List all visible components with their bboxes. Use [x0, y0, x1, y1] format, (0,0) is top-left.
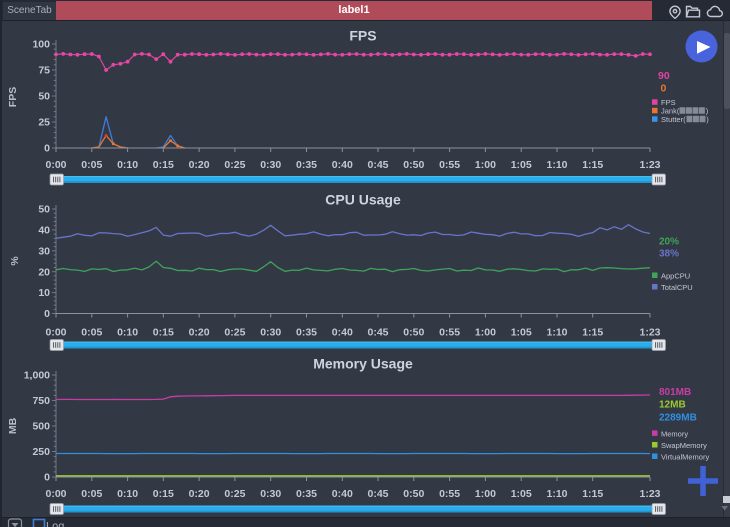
svg-text:0:00: 0:00 — [45, 327, 66, 339]
svg-text:CPU Usage: CPU Usage — [325, 192, 401, 208]
svg-text:90: 90 — [658, 70, 670, 82]
svg-text:12MB: 12MB — [659, 400, 686, 411]
svg-text:0:40: 0:40 — [332, 488, 353, 500]
svg-text:0:15: 0:15 — [153, 488, 174, 500]
svg-text:0:00: 0:00 — [45, 488, 66, 500]
svg-text:0:35: 0:35 — [296, 488, 317, 500]
svg-text:1:00: 1:00 — [475, 327, 496, 339]
svg-text:1:23: 1:23 — [639, 327, 660, 339]
svg-text:Memory: Memory — [661, 430, 688, 439]
svg-text:): ) — [706, 107, 709, 116]
svg-text:38%: 38% — [659, 249, 679, 260]
svg-text:50: 50 — [38, 204, 50, 216]
svg-text:1,000: 1,000 — [24, 370, 50, 382]
svg-text:1:00: 1:00 — [475, 488, 496, 500]
svg-text:0:05: 0:05 — [81, 488, 102, 500]
svg-text:): ) — [706, 115, 709, 124]
svg-text:TotalCPU: TotalCPU — [661, 283, 693, 292]
svg-text:50: 50 — [38, 91, 50, 103]
svg-text:FPS: FPS — [349, 28, 376, 44]
svg-text:40: 40 — [38, 225, 50, 237]
svg-text:0:45: 0:45 — [367, 327, 388, 339]
svg-text:0:30: 0:30 — [260, 327, 281, 339]
svg-text:0:55: 0:55 — [439, 488, 460, 500]
svg-text:0:30: 0:30 — [260, 159, 281, 171]
svg-text:Stutter(: Stutter( — [661, 115, 686, 124]
svg-text:0: 0 — [44, 472, 50, 484]
svg-text:1:23: 1:23 — [639, 488, 660, 500]
svg-text:0:15: 0:15 — [153, 327, 174, 339]
svg-text:0:00: 0:00 — [45, 159, 66, 171]
svg-text:%: % — [9, 256, 21, 266]
svg-text:0:20: 0:20 — [189, 159, 210, 171]
svg-text:Log: Log — [46, 521, 64, 527]
svg-text:750: 750 — [32, 395, 50, 407]
svg-text:0:25: 0:25 — [224, 488, 245, 500]
svg-text:25: 25 — [38, 117, 50, 129]
svg-text:Memory Usage: Memory Usage — [313, 356, 413, 372]
svg-text:250: 250 — [32, 446, 50, 458]
svg-text:0:15: 0:15 — [153, 159, 174, 171]
svg-text:1:10: 1:10 — [546, 159, 567, 171]
svg-text:0:10: 0:10 — [117, 327, 138, 339]
svg-text:0:50: 0:50 — [403, 327, 424, 339]
svg-text:FPS: FPS — [7, 87, 19, 107]
svg-text:0:20: 0:20 — [189, 327, 210, 339]
svg-text:AppCPU: AppCPU — [661, 272, 690, 281]
svg-text:30: 30 — [38, 245, 50, 257]
svg-text:1:15: 1:15 — [582, 327, 603, 339]
svg-text:0:25: 0:25 — [224, 159, 245, 171]
svg-text:0:40: 0:40 — [332, 159, 353, 171]
svg-text:0:35: 0:35 — [296, 327, 317, 339]
svg-text:0:55: 0:55 — [439, 159, 460, 171]
svg-text:500: 500 — [32, 421, 50, 433]
svg-text:Jank(: Jank( — [661, 107, 680, 116]
svg-text:MB: MB — [7, 417, 19, 434]
svg-text:1:05: 1:05 — [511, 327, 532, 339]
svg-text:0:50: 0:50 — [403, 159, 424, 171]
svg-text:20: 20 — [38, 266, 50, 278]
svg-text:1:10: 1:10 — [546, 488, 567, 500]
svg-text:100: 100 — [32, 39, 50, 51]
svg-text:0: 0 — [44, 143, 50, 155]
svg-text:VirtualMemory: VirtualMemory — [661, 453, 709, 462]
svg-text:75: 75 — [38, 65, 50, 77]
svg-text:1:15: 1:15 — [582, 488, 603, 500]
svg-text:1:15: 1:15 — [582, 159, 603, 171]
svg-text:801MB: 801MB — [659, 387, 691, 398]
svg-text:SwapMemory: SwapMemory — [661, 441, 707, 450]
svg-text:0:45: 0:45 — [367, 488, 388, 500]
svg-text:FPS: FPS — [661, 98, 676, 107]
svg-text:1:23: 1:23 — [639, 159, 660, 171]
svg-text:1:05: 1:05 — [511, 159, 532, 171]
svg-text:0:20: 0:20 — [189, 488, 210, 500]
svg-text:0:10: 0:10 — [117, 488, 138, 500]
svg-text:0: 0 — [44, 308, 50, 320]
svg-text:10: 10 — [38, 287, 50, 299]
svg-text:0:05: 0:05 — [81, 159, 102, 171]
svg-text:0:45: 0:45 — [367, 159, 388, 171]
svg-text:0:35: 0:35 — [296, 159, 317, 171]
svg-text:0:50: 0:50 — [403, 488, 424, 500]
svg-text:0:10: 0:10 — [117, 159, 138, 171]
svg-text:0:05: 0:05 — [81, 327, 102, 339]
svg-text:0:30: 0:30 — [260, 488, 281, 500]
svg-text:20%: 20% — [659, 237, 679, 248]
svg-text:0:55: 0:55 — [439, 327, 460, 339]
svg-text:1:00: 1:00 — [475, 159, 496, 171]
svg-text:2289MB: 2289MB — [659, 413, 697, 424]
svg-text:1:10: 1:10 — [546, 327, 567, 339]
svg-text:1:05: 1:05 — [511, 488, 532, 500]
svg-text:0:25: 0:25 — [224, 327, 245, 339]
svg-text:0:40: 0:40 — [332, 327, 353, 339]
svg-text:0: 0 — [661, 83, 667, 95]
